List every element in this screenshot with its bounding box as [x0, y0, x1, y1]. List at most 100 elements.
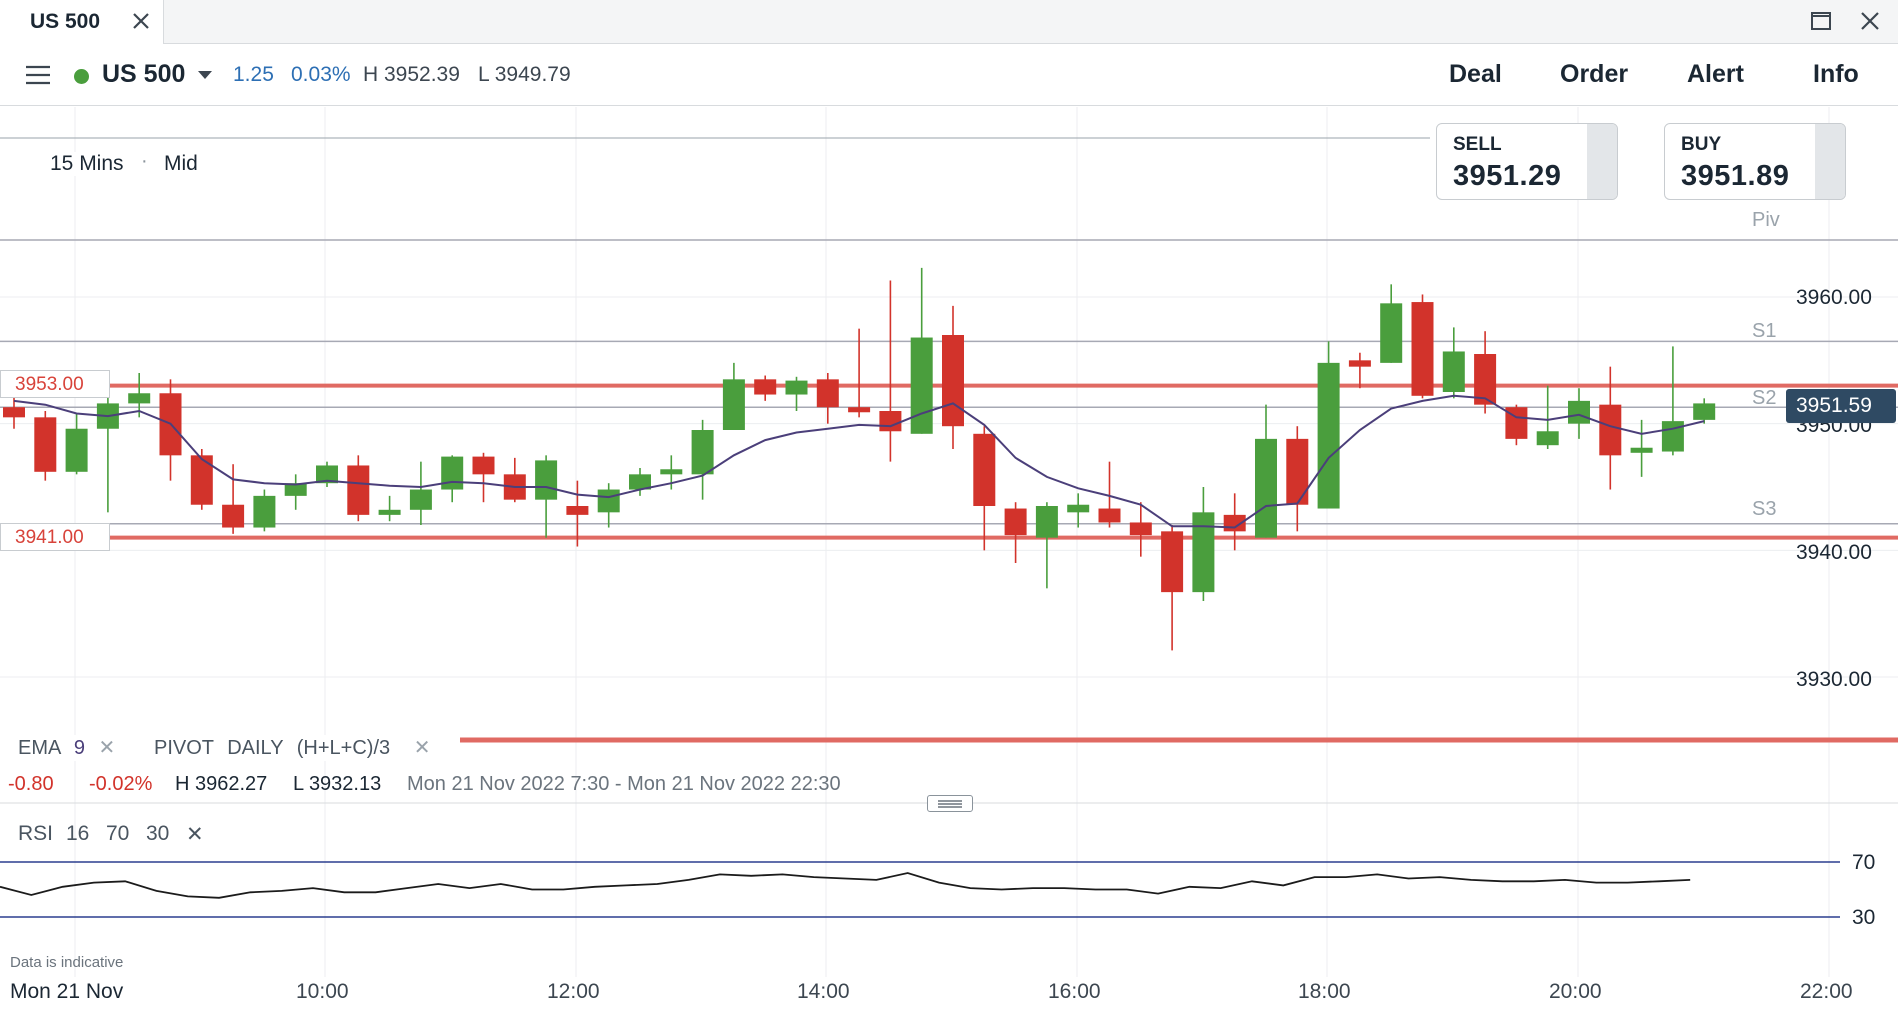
candle	[1098, 461, 1121, 528]
close-window-icon[interactable]	[1857, 8, 1883, 34]
deal-button[interactable]: Deal	[1449, 60, 1502, 88]
candle	[816, 373, 839, 424]
candle	[1661, 346, 1684, 456]
candle	[942, 305, 964, 449]
last-price-tag: 3951.59	[1786, 389, 1896, 423]
session-change-percent: -0.02%	[89, 773, 153, 795]
candle	[910, 267, 933, 434]
candle	[316, 461, 338, 487]
candle-body	[253, 495, 276, 528]
x-axis-label: 22:00	[1800, 980, 1853, 1003]
candle	[1505, 404, 1528, 446]
candle	[1255, 404, 1277, 538]
candle-body	[378, 509, 401, 515]
candle-body	[1286, 438, 1309, 505]
instrument-name[interactable]: US 500	[102, 60, 186, 88]
candle	[1536, 385, 1559, 449]
candle-body	[1411, 302, 1434, 396]
rsi-upper: 70	[106, 822, 130, 845]
candle	[34, 411, 57, 481]
timeframe-selector[interactable]: 15 Mins	[46, 152, 128, 176]
sell-label: SELL	[1453, 134, 1502, 155]
candle-body	[754, 379, 777, 395]
candle	[848, 328, 871, 418]
candle-body	[1255, 438, 1277, 538]
x-axis-label: 16:00	[1048, 980, 1101, 1003]
sell-button[interactable]: SELL 3951.29	[1436, 123, 1618, 200]
pivot-legend[interactable]: PIVOT DAILY (H+L+C)/3 ✕	[146, 735, 439, 761]
candle-body	[1380, 303, 1403, 363]
chevron-down-icon[interactable]	[196, 68, 214, 82]
remove-ema-icon[interactable]: ✕	[98, 737, 116, 759]
candle	[535, 455, 558, 538]
candle-body	[1630, 447, 1653, 453]
tab-us-500[interactable]: US 500	[0, 0, 164, 44]
order-button[interactable]: Order	[1560, 60, 1629, 88]
candle	[1067, 493, 1090, 528]
candle-body	[347, 465, 370, 515]
price-chart[interactable]	[0, 107, 1898, 1010]
candle	[96, 392, 119, 513]
close-tab-icon[interactable]	[128, 8, 154, 34]
level-label-upper[interactable]: 3953.00	[0, 370, 110, 398]
price-type-selector[interactable]: Mid	[160, 152, 202, 176]
panel-resize-handle[interactable]	[927, 795, 973, 812]
tab-bar: US 500	[0, 0, 1898, 44]
rsi-axis-label: 30	[1852, 906, 1876, 929]
grip-icon	[938, 800, 962, 808]
candle-body	[1317, 362, 1340, 509]
instrument-header: US 500 1.25 0.03% H 3952.39 L 3949.79 De…	[0, 44, 1898, 106]
candlestick-series	[3, 267, 1716, 651]
candle	[284, 474, 307, 510]
rsi-panel	[0, 861, 1840, 918]
maximize-icon[interactable]	[1808, 8, 1834, 34]
candle-body	[816, 379, 839, 408]
day-low: L 3949.79	[478, 63, 571, 86]
candle	[785, 376, 808, 411]
candle-body	[1568, 400, 1590, 424]
ema-legend[interactable]: EMA 9 ✕	[10, 735, 124, 761]
pivot-label-s2: S2	[1752, 387, 1777, 409]
candle	[722, 362, 745, 430]
session-low: L 3932.13	[293, 773, 382, 795]
candle	[1161, 525, 1184, 651]
buy-button[interactable]: BUY 3951.89	[1664, 123, 1846, 200]
candle	[1192, 487, 1215, 601]
candle-body	[128, 393, 151, 404]
candle-body	[34, 417, 57, 472]
candle	[629, 468, 651, 496]
candle-body	[1661, 421, 1684, 452]
candle	[159, 379, 182, 481]
alert-button[interactable]: Alert	[1687, 60, 1744, 88]
candle	[1348, 352, 1371, 389]
ema-name: EMA	[18, 737, 61, 759]
candle	[347, 455, 370, 522]
market-open-indicator	[74, 69, 89, 84]
candle-body	[1348, 360, 1371, 367]
candle	[222, 464, 245, 534]
candle-body	[629, 474, 651, 490]
candle	[1004, 502, 1027, 563]
level-label-lower[interactable]: 3941.00	[0, 523, 110, 551]
candle	[973, 426, 996, 551]
candle-body	[1035, 506, 1058, 538]
remove-pivot-icon[interactable]: ✕	[413, 737, 431, 759]
candle	[1035, 502, 1058, 589]
hamburger-menu-icon[interactable]	[24, 63, 52, 87]
rsi-name[interactable]: RSI	[18, 822, 54, 845]
rsi-period: 16	[66, 822, 90, 845]
x-axis-label: 18:00	[1298, 980, 1351, 1003]
pivot-period: DAILY	[227, 737, 284, 759]
candle-body	[910, 337, 933, 434]
candle-body	[1161, 531, 1184, 593]
buy-price: 3951.89	[1681, 160, 1790, 192]
candle	[1317, 341, 1340, 509]
candle-body	[973, 433, 996, 506]
remove-rsi-icon[interactable]: ✕	[186, 823, 204, 846]
candle	[597, 483, 620, 528]
x-axis-label: 12:00	[547, 980, 600, 1003]
candle	[1599, 366, 1622, 490]
info-button[interactable]: Info	[1813, 60, 1859, 88]
candle-body	[1192, 512, 1215, 593]
candle	[65, 413, 88, 475]
